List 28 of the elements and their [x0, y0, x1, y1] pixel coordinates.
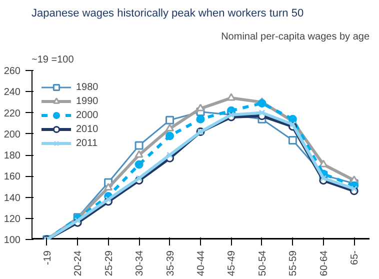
y-tick-label: 200: [4, 129, 21, 140]
x-tick-label: 65-: [350, 250, 361, 265]
y-tick-label: 160: [4, 172, 21, 183]
y-tick-label: 140: [4, 192, 21, 204]
x-tick-label: 20-24: [73, 250, 84, 276]
x-tick-label: 60-64: [318, 250, 330, 276]
y-tick-label: 180: [4, 150, 21, 162]
x-tick-label: 25-29: [104, 250, 115, 276]
y-tick-label: 220: [4, 108, 21, 120]
x-tick-label: 35-39: [165, 250, 176, 276]
x-tick-label: 30-34: [134, 250, 146, 276]
y-axis-title: ~19 =100: [32, 54, 74, 66]
legend-label: 1980: [76, 80, 98, 94]
x-tick-label: 50-54: [257, 250, 268, 276]
chart-title: Japanese wages historically peak when workers turn 50: [32, 8, 304, 20]
chart-subtitle: Nominal per-capita wages by age: [221, 32, 370, 42]
legend-label: 2011: [76, 136, 98, 150]
y-tick-label: 240: [4, 87, 21, 98]
y-tick-label: 100: [4, 235, 21, 246]
legend-label: 2000: [76, 108, 98, 122]
x-tick-label: 40-44: [196, 250, 207, 276]
y-tick-label: 260: [4, 66, 21, 77]
y-tick-label: 120: [4, 214, 21, 225]
x-tick-label: 55-59: [288, 250, 300, 276]
x-tick-label: -19: [42, 250, 54, 265]
legend-label: 2010: [76, 122, 98, 136]
x-tick-label: 45-49: [226, 250, 238, 276]
legend-label: 1990: [76, 94, 98, 108]
